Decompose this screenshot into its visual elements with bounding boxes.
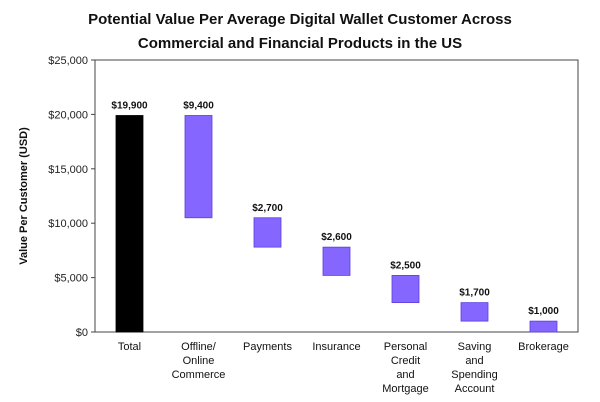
bar [529,320,558,333]
bar [460,302,489,322]
x-category-label: Account [455,383,495,395]
x-category-label: Saving [458,341,492,353]
x-category-label: Online [183,355,215,367]
y-tick-label: $0 [76,327,88,339]
data-label: $2,600 [321,232,352,243]
x-category-label: Personal [384,341,427,353]
bar [322,246,351,276]
x-category-label: Credit [391,355,420,367]
bar [391,275,420,304]
data-label: $1,000 [528,306,559,317]
bar [184,115,213,219]
y-tick-label: $25,000 [48,55,88,67]
y-tick-label: $15,000 [48,164,88,176]
data-label: $2,500 [390,260,421,271]
y-tick-label: $20,000 [48,109,88,121]
x-category-label: and [465,355,483,367]
y-tick-label: $10,000 [48,218,88,230]
x-category-label: Offline/ [181,341,217,353]
x-category-label: Payments [243,341,292,353]
x-category-label: Total [118,341,141,353]
data-label: $9,400 [183,100,214,111]
data-label: $1,700 [459,288,490,299]
x-category-label: Spending [451,369,498,381]
chart-title-line-1: Potential Value Per Average Digital Wall… [88,11,512,28]
bar [115,115,144,333]
data-label: $2,700 [252,203,283,214]
x-category-label: Insurance [312,341,360,353]
x-category-label: and [396,369,414,381]
x-category-label: Brokerage [518,341,569,353]
x-category-label: Mortgage [382,383,428,395]
chart-title: Potential Value Per Average Digital Wall… [0,8,600,56]
y-axis-label: Value Per Customer (USD) [18,127,30,265]
bar [253,217,282,248]
x-category-label: Commerce [172,369,226,381]
data-label: $19,900 [111,100,148,111]
plot-frame [94,59,579,333]
y-tick-label: $5,000 [54,273,88,285]
chart-title-line-2: Commercial and Financial Products in the… [137,35,463,52]
